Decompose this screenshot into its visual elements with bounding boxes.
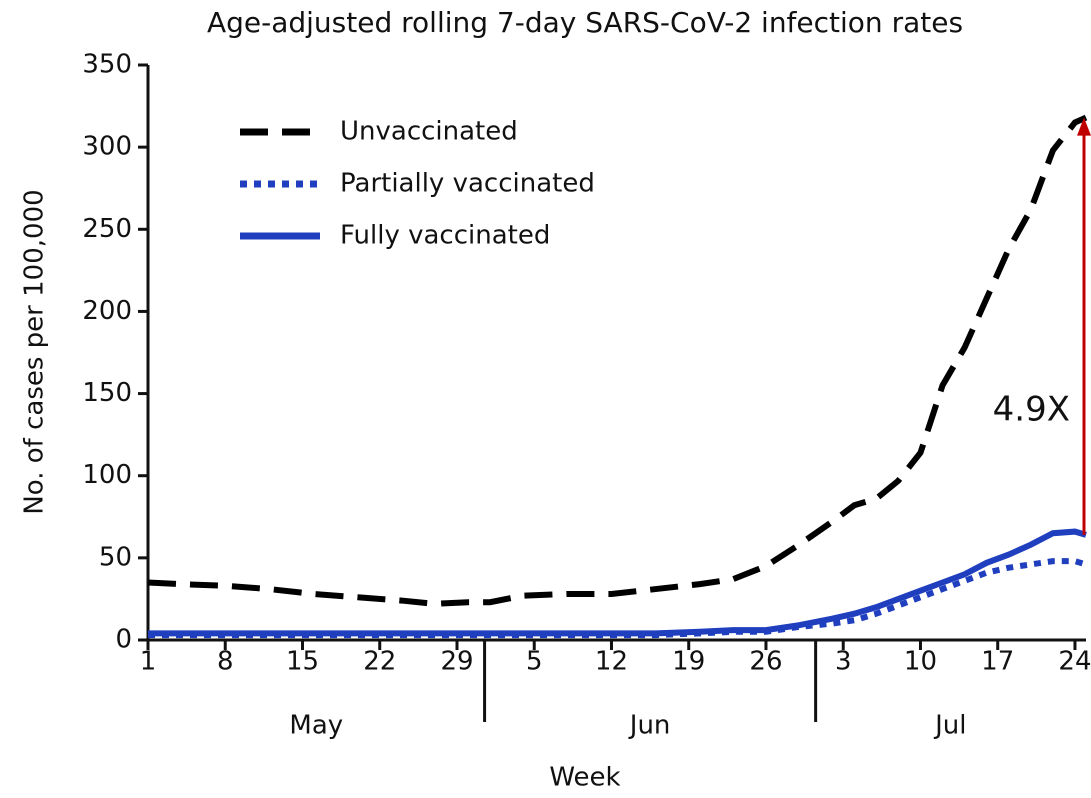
chart-title: Age-adjusted rolling 7-day SARS-CoV-2 in… bbox=[207, 6, 963, 39]
y-tick-label: 50 bbox=[99, 542, 132, 572]
x-tick-label: 1 bbox=[140, 647, 157, 677]
x-tick-label: 29 bbox=[440, 647, 473, 677]
legend-label: Partially vaccinated bbox=[340, 169, 595, 199]
x-tick-label: 17 bbox=[981, 647, 1014, 677]
legend-label: Unvaccinated bbox=[340, 117, 518, 147]
y-tick-label: 250 bbox=[82, 214, 132, 244]
legend-label: Fully vaccinated bbox=[340, 221, 550, 251]
series-line bbox=[148, 528, 1087, 637]
x-tick-label: 5 bbox=[526, 647, 543, 677]
x-axis-label: Week bbox=[549, 763, 620, 793]
month-label: Jun bbox=[628, 711, 671, 741]
annotation-text: 4.9X bbox=[993, 390, 1070, 430]
x-tick-label: 24 bbox=[1058, 647, 1091, 677]
y-tick-label: 350 bbox=[82, 50, 132, 80]
y-tick-label: 100 bbox=[82, 460, 132, 490]
y-tick-label: 200 bbox=[82, 296, 132, 326]
x-tick-label: 19 bbox=[672, 647, 705, 677]
series-line bbox=[147, 114, 1088, 607]
y-axis-label: No. of cases per 100,000 bbox=[20, 189, 50, 514]
month-label: Jul bbox=[933, 711, 966, 741]
month-label: May bbox=[289, 711, 343, 741]
x-tick-label: 3 bbox=[835, 647, 852, 677]
y-tick-label: 0 bbox=[115, 625, 132, 655]
x-tick-label: 22 bbox=[363, 647, 396, 677]
x-tick-label: 26 bbox=[749, 647, 782, 677]
annotation-arrowhead bbox=[1077, 117, 1091, 136]
x-tick-label: 10 bbox=[904, 647, 937, 677]
x-tick-label: 15 bbox=[286, 647, 319, 677]
x-tick-label: 8 bbox=[217, 647, 234, 677]
y-tick-label: 300 bbox=[82, 132, 132, 162]
y-tick-label: 150 bbox=[82, 378, 132, 408]
series-line bbox=[148, 558, 1087, 639]
x-tick-label: 12 bbox=[595, 647, 628, 677]
